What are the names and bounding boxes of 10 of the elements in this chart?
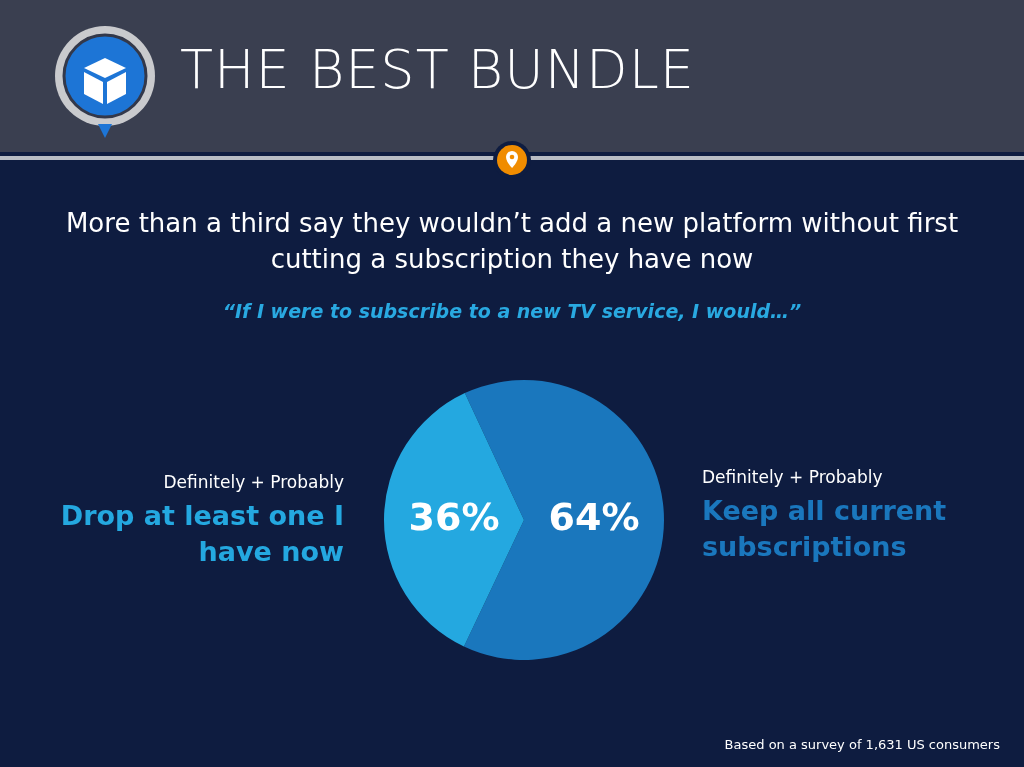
data-label: 36% (408, 494, 500, 539)
chart-title: THE BEST BUNDLE (180, 38, 695, 101)
text: Definitely + Probably (162, 472, 344, 492)
text: Based on a survey of 1,631 US consumers (724, 737, 1000, 752)
text: “If I were to subscribe to a new TV service, I would…” (221, 300, 803, 322)
data-label: 64% (548, 495, 640, 540)
slice-label: Drop at least one I have now (59, 499, 344, 569)
slice-label: Keep all current subscriptions (702, 494, 948, 564)
text: Definitely + Probably (702, 467, 884, 487)
chart-subtitle: More than a third say they wouldn’t add a new platform without first cutting a subscription they have now (64, 207, 960, 276)
